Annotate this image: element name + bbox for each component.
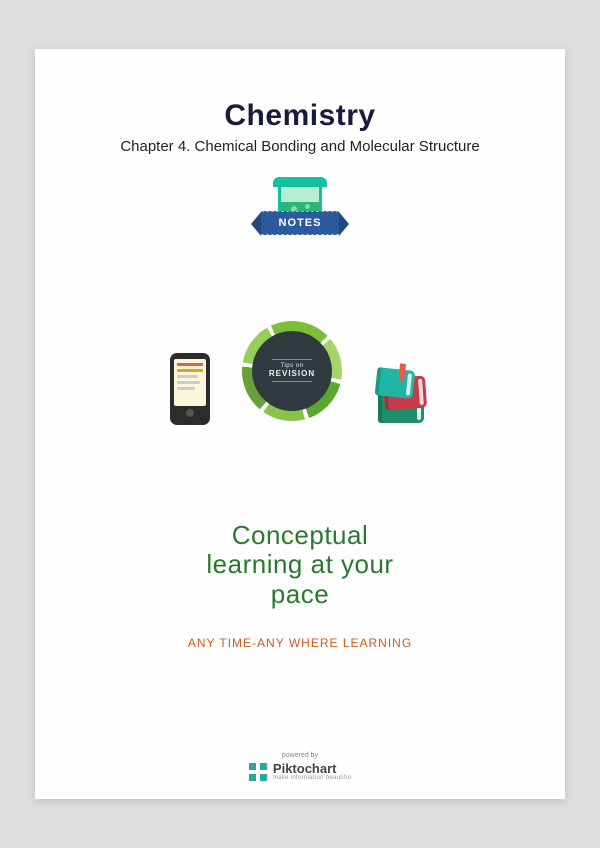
piktochart-slogan: make information beautiful (273, 775, 351, 781)
chapter-subtitle: Chapter 4. Chemical Bonding and Molecula… (120, 137, 479, 157)
notes-ribbon: NOTES (245, 211, 355, 235)
footer: powered by Piktochart make information b… (35, 752, 565, 781)
piktochart-mark-icon (249, 763, 267, 781)
tagline-line1: Conceptual (232, 520, 369, 550)
tagline-line3: pace (271, 579, 329, 609)
page-title: Chemistry (224, 99, 375, 133)
page: Chemistry Chapter 4. Chemical Bonding an… (35, 49, 565, 799)
icon-row: Tips on REVISION (170, 321, 430, 421)
notes-badge: NOTES (245, 171, 355, 261)
powered-by-label: powered by (282, 752, 318, 759)
tagline-line2: learning at your (206, 549, 393, 579)
revision-label: REVISION (269, 369, 315, 378)
books-icon (374, 363, 430, 423)
revision-circle-icon: Tips on REVISION (242, 321, 342, 421)
piktochart-name: Piktochart (273, 762, 351, 775)
piktochart-logo: Piktochart make information beautiful (249, 762, 351, 781)
beaker-icon (273, 177, 327, 187)
sub-tagline: ANY TIME-ANY WHERE LEARNING (188, 636, 412, 650)
notes-ribbon-label: NOTES (261, 211, 340, 235)
phone-icon (170, 353, 210, 425)
tagline: Conceptual learning at your pace (206, 521, 393, 611)
